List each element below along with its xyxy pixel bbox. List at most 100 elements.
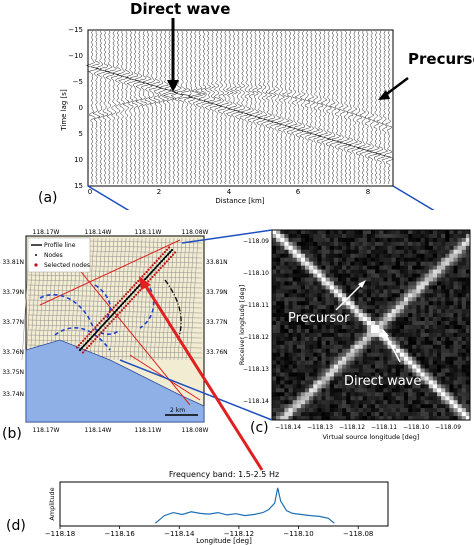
heatmap-cell [272,265,277,270]
heatmap-cell [288,237,293,243]
heatmap-cell [366,380,372,385]
node-marker [90,330,93,334]
heatmap-cell [288,392,293,397]
heatmap-cell [441,265,446,270]
heatmap-cell [371,380,376,385]
heatmap-cell [432,340,438,346]
heatmap-cell [305,412,310,417]
heatmap-cell [437,281,442,286]
heatmap-cell [296,277,302,282]
heatmap-cell [457,285,463,290]
heatmap-cell [395,309,401,314]
heatmap-cell [412,356,417,361]
heatmap-cell [300,360,306,365]
heatmap-cell [399,384,405,389]
heatmap-cell [317,328,322,334]
heatmap-cell [428,408,434,413]
heatmap-cell [379,364,384,369]
heatmap-cell [420,408,425,413]
heatmap-cell [325,388,331,393]
heatmap-cell [276,297,281,302]
heatmap-cell [424,297,430,302]
heatmap-cell [296,408,302,413]
heatmap-cell [428,289,434,294]
heatmap-cell [288,416,293,421]
heatmap-cell [383,249,388,255]
heatmap-cell [428,285,434,290]
connector-line [119,359,273,421]
heatmap-cell [362,396,368,401]
heatmap-cell [379,372,384,377]
heatmap-cell [420,325,425,330]
heatmap-cell [313,289,318,294]
heatmap-cell [437,245,442,251]
heatmap-cell [333,265,339,270]
heatmap-cell [441,249,446,255]
heatmap-cell [280,380,285,385]
heatmap-cell [296,281,302,286]
heatmap-cell [354,265,359,270]
heatmap-cell [416,348,421,354]
heatmap-cell [420,400,425,405]
heatmap-cell [366,416,372,421]
heatmap-cell [453,293,458,298]
heatmap-cell [395,384,401,389]
heatmap-cell [453,321,458,326]
heatmap-cell [412,289,417,294]
heatmap-cell [350,237,355,243]
wiggle-trace [188,30,203,185]
heatmap-cell [449,336,454,342]
heatmap-cell [461,317,467,322]
node-marker [168,251,172,254]
heatmap-cell [358,400,364,405]
heatmap-cell [280,285,285,290]
heatmap-cell [342,245,347,251]
heatmap-cell [342,233,347,239]
heatmap-cell [412,364,417,369]
heatmap-cell [288,340,293,346]
heatmap-cell [461,269,467,274]
panel-c-correlation-matrix: Precursor Direct wave −118.09 −118.10 −1… [238,229,471,441]
heatmap-cell [453,384,458,389]
heatmap-cell [437,412,442,417]
heatmap-cell [313,237,318,243]
heatmap-cell [280,309,285,314]
heatmap-cell [317,332,322,338]
heatmap-cell [445,237,450,243]
heatmap-cell [354,293,359,298]
heatmap-cell [342,344,347,350]
heatmap-cell [416,253,421,259]
wiggle-trace [278,30,292,185]
heatmap-cell [350,376,355,381]
heatmap-cell [465,273,471,278]
heatmap-cell [395,364,401,369]
heatmap-cell [420,293,425,298]
heatmap-cell [420,388,425,393]
heatmap-cell [313,257,318,262]
x-tick: −118.10 [283,530,313,538]
heatmap-cell [296,237,302,243]
heatmap-cell [284,328,289,334]
heatmap-cell [292,301,298,306]
heatmap-cell [412,416,417,421]
heatmap-cell [383,348,388,354]
heatmap-cell [453,388,458,393]
heatmap-cell [449,237,454,243]
heatmap-cell [391,257,397,262]
heatmap-cell [321,360,326,365]
heatmap-cell [441,273,446,278]
heatmap-cell [288,265,293,270]
heatmap-cell [412,332,417,338]
heatmap-cell [437,301,442,306]
heatmap-cell [420,241,425,247]
wiggle-trace [224,30,236,185]
heatmap-cell [321,301,326,306]
heatmap-cell [362,392,368,397]
heatmap-cell [408,325,413,330]
heatmap-cell [358,388,364,393]
heatmap-cell [296,313,302,318]
heatmap-cell [346,364,351,369]
heatmap-cell [354,368,359,373]
heatmap-cell [391,344,397,350]
node-marker [108,310,111,314]
